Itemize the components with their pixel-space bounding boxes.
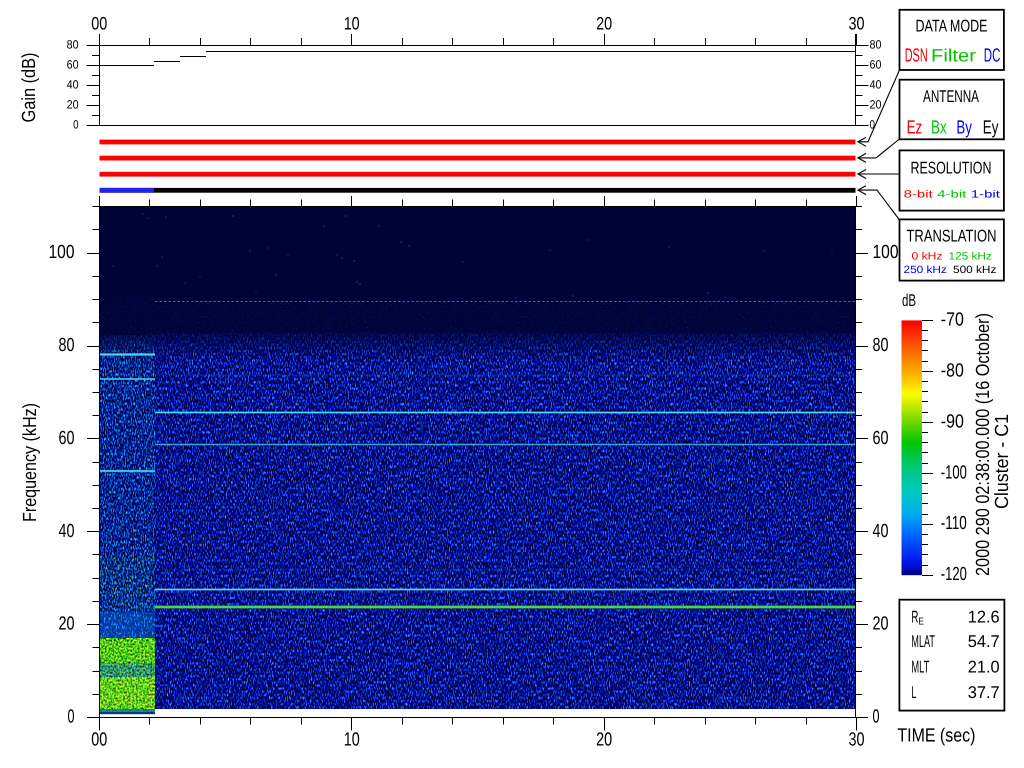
svg-text:ANTENNA: ANTENNA — [923, 87, 979, 106]
svg-text:80: 80 — [870, 38, 882, 52]
svg-text:L: L — [911, 683, 916, 702]
svg-text:1-bit: 1-bit — [971, 189, 1000, 201]
svg-text:40: 40 — [873, 521, 889, 542]
svg-text:MLT: MLT — [911, 657, 929, 676]
svg-text:20: 20 — [873, 614, 889, 635]
svg-text:TRANSLATION: TRANSLATION — [907, 227, 997, 246]
svg-text:0: 0 — [870, 118, 876, 132]
svg-text:0: 0 — [873, 707, 880, 728]
svg-text:30: 30 — [849, 730, 865, 751]
svg-text:dB: dB — [902, 291, 916, 310]
svg-text:-80: -80 — [941, 360, 964, 381]
svg-text:Frequency (kHz): Frequency (kHz) — [20, 403, 41, 522]
svg-text:R: R — [911, 607, 918, 626]
svg-text:DSN: DSN — [905, 46, 928, 67]
svg-text:100: 100 — [873, 242, 899, 263]
svg-text:12.6: 12.6 — [968, 607, 1000, 626]
svg-text:80: 80 — [67, 38, 79, 52]
svg-text:MLAT: MLAT — [911, 632, 935, 651]
svg-text:60: 60 — [870, 58, 882, 72]
svg-text:DC: DC — [984, 46, 1001, 67]
svg-text:Cluster - C1: Cluster - C1 — [992, 414, 1013, 509]
svg-text:30: 30 — [849, 14, 865, 34]
svg-text:250 kHz: 250 kHz — [904, 264, 947, 276]
svg-text:40: 40 — [59, 521, 75, 542]
svg-text:20: 20 — [59, 614, 75, 635]
svg-text:60: 60 — [67, 58, 79, 72]
svg-text:8-bit: 8-bit — [904, 189, 933, 201]
svg-text:Bx: Bx — [931, 117, 947, 138]
svg-text:21.0: 21.0 — [968, 657, 1000, 676]
svg-text:10: 10 — [344, 14, 360, 34]
svg-text:2000 290 02:38:00.000 (16 Octo: 2000 290 02:38:00.000 (16 October) — [973, 313, 994, 576]
svg-text:0 kHz: 0 kHz — [912, 251, 943, 263]
svg-text:By: By — [956, 117, 972, 138]
svg-text:500 kHz: 500 kHz — [953, 264, 996, 276]
svg-text:80: 80 — [59, 335, 75, 356]
svg-text:80: 80 — [873, 335, 889, 356]
svg-text:-90: -90 — [941, 411, 964, 432]
svg-text:0: 0 — [73, 118, 79, 132]
svg-text:4-bit: 4-bit — [937, 189, 966, 201]
svg-text:TIME (sec): TIME (sec) — [897, 726, 975, 747]
svg-text:Filter: Filter — [931, 46, 976, 66]
svg-text:E: E — [918, 617, 924, 628]
svg-text:10: 10 — [344, 730, 360, 751]
svg-text:Ez: Ez — [907, 117, 923, 138]
svg-text:20: 20 — [870, 98, 882, 112]
svg-text:-100: -100 — [941, 462, 967, 483]
svg-text:-70: -70 — [941, 309, 964, 330]
svg-text:54.7: 54.7 — [968, 632, 1000, 651]
svg-text:100: 100 — [49, 242, 75, 263]
svg-text:20: 20 — [596, 730, 612, 751]
svg-text:Gain (dB): Gain (dB) — [19, 53, 40, 123]
svg-text:RESOLUTION: RESOLUTION — [911, 159, 992, 178]
svg-text:DATA MODE: DATA MODE — [916, 17, 988, 36]
svg-text:20: 20 — [596, 14, 612, 34]
svg-text:00: 00 — [91, 14, 107, 34]
svg-text:Ey: Ey — [983, 117, 999, 138]
svg-text:20: 20 — [67, 98, 79, 112]
svg-text:60: 60 — [873, 428, 889, 449]
svg-text:0: 0 — [68, 707, 75, 728]
svg-text:37.7: 37.7 — [968, 683, 1000, 702]
svg-text:125 kHz: 125 kHz — [949, 251, 992, 263]
svg-text:-110: -110 — [941, 513, 967, 534]
svg-text:60: 60 — [59, 428, 75, 449]
svg-text:00: 00 — [91, 730, 107, 751]
svg-text:40: 40 — [67, 78, 79, 92]
svg-text:-120: -120 — [941, 564, 967, 585]
svg-text:40: 40 — [870, 78, 882, 92]
